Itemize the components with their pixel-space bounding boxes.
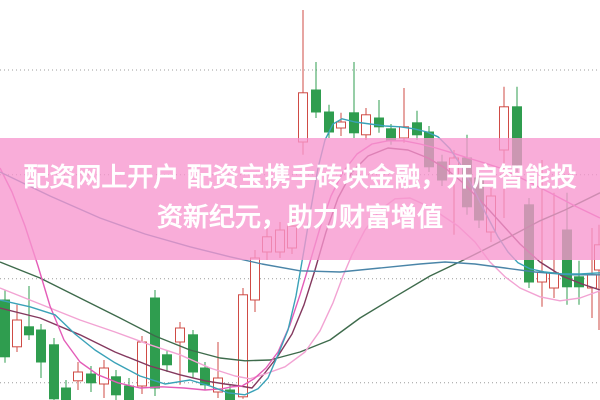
candle-up bbox=[399, 88, 409, 143]
candle-down bbox=[124, 378, 134, 400]
candle-up bbox=[73, 362, 83, 390]
promo-title-line-2: 资新纪元，助力财富增值 bbox=[156, 202, 443, 232]
candle-up bbox=[238, 288, 248, 399]
candle-down bbox=[349, 62, 359, 138]
promo-title-line-1: 配资网上开户 配资宝携手砖块金融，开启智能投 bbox=[23, 162, 577, 192]
candle-up bbox=[336, 112, 346, 136]
candle-up bbox=[298, 10, 308, 155]
candle-down bbox=[49, 338, 59, 400]
candle-down bbox=[111, 370, 121, 400]
promo-banner-title: 配资网上开户 配资宝携手砖块金融，开启智能投 资新纪元，助力财富增值 bbox=[0, 138, 600, 237]
candle-down bbox=[36, 324, 46, 378]
promo-banner: 配资网上开户 配资宝携手砖块金融，开启智能投 资新纪元，助力财富增值 bbox=[0, 138, 600, 260]
candle-up bbox=[137, 336, 147, 394]
candle-down bbox=[24, 286, 34, 340]
candle-down bbox=[311, 62, 321, 118]
candle-down bbox=[374, 100, 384, 133]
candle-down bbox=[412, 110, 422, 140]
candle-down bbox=[188, 330, 198, 378]
candle-down bbox=[150, 290, 160, 396]
candle-down bbox=[0, 290, 10, 363]
candle-down bbox=[61, 380, 71, 400]
candle-down bbox=[162, 350, 172, 372]
